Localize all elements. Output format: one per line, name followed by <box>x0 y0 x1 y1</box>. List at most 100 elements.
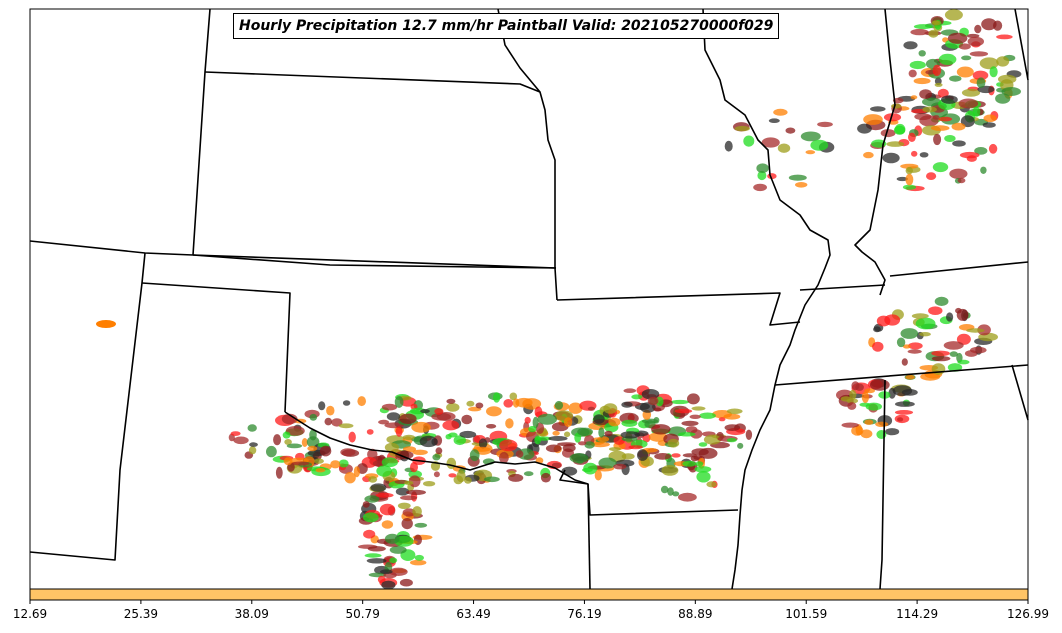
precip-blob <box>414 522 428 528</box>
precip-blob <box>849 389 857 400</box>
precip-blob <box>275 466 283 479</box>
precip-blob <box>552 430 560 436</box>
precip-blob <box>970 346 987 354</box>
precip-blob <box>919 89 932 99</box>
precip-blob <box>864 419 874 425</box>
precip-blob <box>648 432 668 442</box>
precip-blob <box>737 442 744 449</box>
precip-blob <box>678 432 696 437</box>
precip-blob <box>947 363 963 372</box>
precip-blob <box>857 123 872 134</box>
precip-blob <box>872 341 884 352</box>
precip-blob <box>363 529 376 539</box>
precip-blob <box>508 473 524 482</box>
precip-blob <box>654 453 672 460</box>
precip-blob <box>810 139 829 151</box>
precip-blob <box>307 445 318 452</box>
precip-blob <box>956 66 974 78</box>
precip-blob <box>401 518 413 530</box>
precip-blob <box>788 174 807 181</box>
precip-blob <box>412 449 428 455</box>
precip-blob <box>910 28 929 36</box>
precip-blob <box>734 125 750 132</box>
precip-blob <box>484 476 500 483</box>
precip-blob <box>433 471 440 478</box>
precip-blob <box>949 75 962 82</box>
precip-blob <box>699 412 716 419</box>
map-frame <box>29 8 1029 590</box>
precip-blob <box>910 95 918 100</box>
border-ms-al <box>879 379 886 590</box>
precip-blob <box>399 413 417 424</box>
precip-blob <box>947 32 968 44</box>
precip-blob <box>432 454 441 461</box>
precip-blob <box>840 396 852 402</box>
precip-blob <box>431 438 438 446</box>
precip-blob <box>982 122 996 128</box>
precip-blob <box>534 435 542 445</box>
precip-blob <box>568 402 583 414</box>
precip-blob <box>886 141 905 147</box>
precip-blob <box>949 351 958 357</box>
precip-blob <box>357 396 367 407</box>
precip-blob <box>995 93 1011 104</box>
border-tn-ms <box>799 284 886 291</box>
precip-blob <box>515 450 524 458</box>
precip-blob <box>960 115 975 128</box>
precip-blob <box>894 410 914 415</box>
colorbar-ticks <box>29 600 1029 604</box>
precip-blob <box>284 439 292 445</box>
precip-blob <box>952 140 966 147</box>
precip-blob <box>934 296 949 306</box>
precip-blob <box>366 558 387 564</box>
border-ks-ok <box>192 254 557 269</box>
precip-blob <box>414 554 424 561</box>
precip-blob <box>761 137 780 148</box>
precip-blob <box>883 113 902 122</box>
precip-blob <box>870 106 886 112</box>
precip-blob <box>459 430 477 439</box>
precip-blob <box>932 64 942 76</box>
precip-blob <box>972 70 989 81</box>
border-al-ga <box>1011 364 1029 421</box>
precip-blob <box>841 422 859 428</box>
precip-blob <box>338 423 354 429</box>
precip-blob <box>564 431 571 438</box>
precip-blob <box>915 317 936 330</box>
precip-blob <box>944 9 963 21</box>
precip-blob <box>660 485 669 494</box>
precip-blob <box>875 421 889 427</box>
precip-blob <box>593 414 605 424</box>
border-tn-al <box>774 364 1029 386</box>
precip-blob <box>551 422 569 432</box>
precip-blob <box>569 453 589 463</box>
precip-blob <box>908 342 923 350</box>
precip-blob <box>375 492 394 498</box>
colorbar-tick-label: 38.09 <box>234 607 269 621</box>
precip-blob <box>493 392 501 403</box>
precip-blob <box>412 506 422 517</box>
precip-blob <box>597 436 610 443</box>
precip-blob <box>961 55 972 61</box>
precip-blob <box>851 425 864 436</box>
border-oh <box>1014 8 1029 81</box>
precip-blob <box>448 473 457 478</box>
precip-blob <box>674 408 693 414</box>
precip-blob <box>670 399 690 405</box>
precip-blob <box>703 434 722 445</box>
precip-blob <box>893 125 906 135</box>
precip-blob <box>723 413 741 420</box>
precip-blob <box>266 445 277 458</box>
precip-blob <box>919 152 929 158</box>
border-mo-east-river <box>702 8 831 590</box>
precip-blob <box>957 359 970 365</box>
precip-blob <box>389 557 398 564</box>
precip-blob <box>647 396 659 406</box>
precip-blob <box>768 118 780 123</box>
precip-blob <box>937 88 949 98</box>
precip-blob <box>993 20 1003 31</box>
precip-blob <box>384 533 400 544</box>
precip-blob <box>863 114 883 125</box>
precip-blob <box>340 448 356 457</box>
precip-blob <box>397 502 411 509</box>
